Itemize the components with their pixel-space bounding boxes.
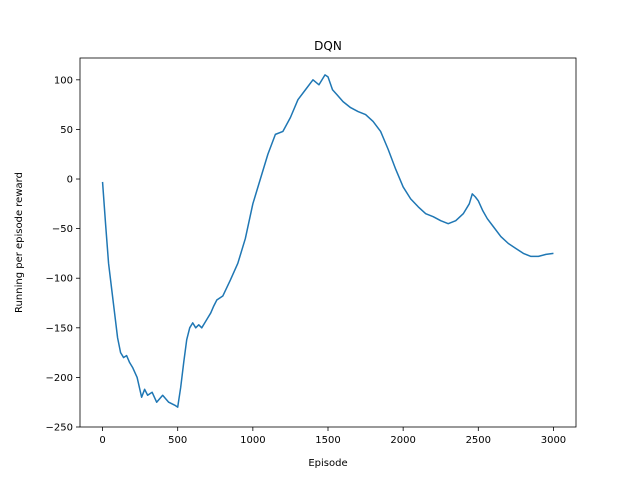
chart-title: DQN (314, 39, 342, 53)
x-tick-label: 1000 (240, 435, 265, 446)
x-axis-label: Episode (308, 458, 347, 469)
y-axis-label: Running per episode reward (14, 172, 25, 313)
y-tick-label: −200 (46, 373, 73, 384)
x-tick-label: 1500 (315, 435, 340, 446)
y-tick-label: 0 (67, 175, 73, 186)
x-tick-label: 2000 (390, 435, 415, 446)
x-axis: 0 500 1000 1500 2000 2500 3000 (99, 427, 566, 446)
x-tick-label: 0 (99, 435, 105, 446)
y-tick-label: 100 (54, 75, 73, 86)
x-tick-label: 3000 (541, 435, 566, 446)
y-tick-label: 50 (60, 125, 73, 136)
y-tick-label: −100 (46, 274, 73, 285)
x-tick-label: 2500 (466, 435, 491, 446)
y-tick-label: −250 (46, 423, 73, 434)
y-tick-label: −50 (52, 224, 73, 235)
x-tick-label: 500 (168, 435, 187, 446)
y-tick-label: −150 (46, 323, 73, 334)
series-line (101, 74, 554, 408)
plot-layer (101, 74, 554, 408)
y-axis: −250 −200 −150 −100 −50 0 50 100 (46, 75, 80, 434)
